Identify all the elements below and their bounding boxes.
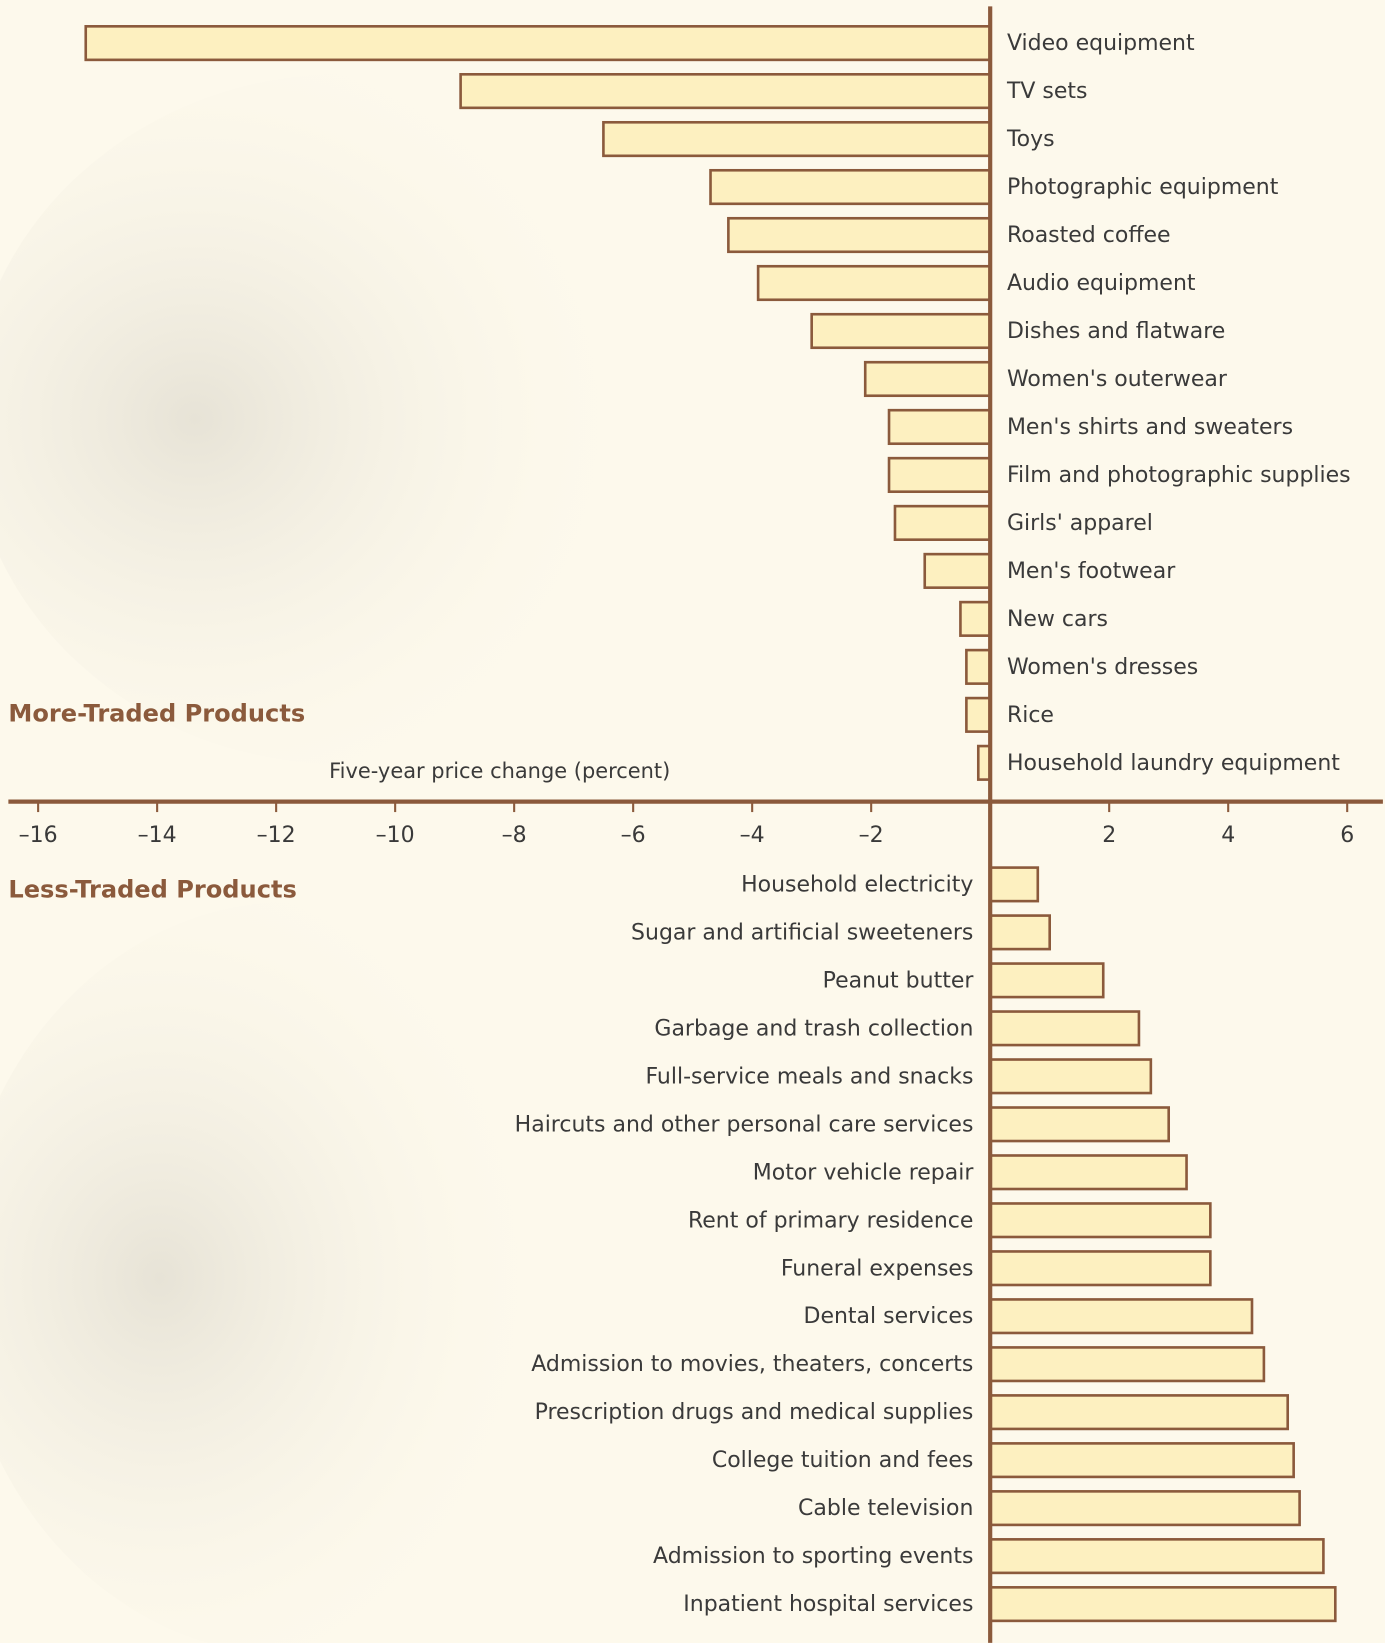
x-tick-label: –6 [621, 823, 646, 848]
category-label: Photographic equipment [1007, 175, 1279, 200]
bar [889, 410, 990, 444]
category-label: Household laundry equipment [1007, 751, 1340, 776]
category-label: Admission to sporting events [653, 1544, 973, 1569]
category-label: Film and photographic supplies [1007, 463, 1351, 488]
bar [990, 1012, 1139, 1046]
bar [960, 602, 990, 636]
category-label: Video equipment [1007, 31, 1195, 56]
category-label: Sugar and artificial sweeteners [631, 920, 973, 945]
category-label: Dental services [804, 1304, 974, 1329]
bar [990, 1491, 1299, 1525]
bar [895, 506, 990, 540]
x-tick-label: –8 [502, 823, 527, 848]
bar [711, 170, 991, 204]
category-label: Girls' apparel [1007, 511, 1153, 536]
x-tick-label: –14 [138, 823, 177, 848]
category-label: Motor vehicle repair [753, 1160, 975, 1185]
panel-label: More-Traded Products [8, 700, 305, 728]
bar [990, 1203, 1210, 1237]
bar [603, 122, 990, 156]
bar [990, 1395, 1288, 1429]
bar [990, 868, 1038, 902]
bar [990, 1299, 1252, 1333]
bar [990, 1587, 1335, 1621]
category-label: Peanut butter [823, 968, 975, 993]
x-tick-label: 4 [1221, 823, 1235, 848]
bar [966, 650, 990, 684]
category-label: Full-service meals and snacks [645, 1064, 973, 1089]
category-label: Rice [1007, 703, 1054, 728]
bar [990, 1539, 1323, 1573]
bar [925, 554, 990, 588]
bar [966, 698, 990, 732]
x-tick-label: 6 [1340, 823, 1354, 848]
category-label: Men's shirts and sweaters [1007, 415, 1293, 440]
category-label: Audio equipment [1007, 271, 1196, 296]
chart: Five-year price change (percent) –16 –14 –… [0, 0, 1385, 1643]
category-label: Cable television [798, 1496, 973, 1521]
category-label: Household electricity [741, 872, 973, 897]
category-label: Women's outerwear [1007, 367, 1228, 392]
bar [990, 1060, 1151, 1094]
bar [990, 1443, 1293, 1477]
x-tick-label: 2 [1102, 823, 1116, 848]
category-label: Funeral expenses [781, 1256, 974, 1281]
x-tick-label: –4 [740, 823, 765, 848]
category-label: Dishes and flatware [1007, 319, 1225, 344]
bar [758, 266, 990, 300]
bar [812, 314, 991, 348]
bar [889, 458, 990, 492]
category-label: Roasted coffee [1007, 223, 1171, 248]
bar [990, 1347, 1264, 1381]
bar [728, 218, 990, 252]
bar [86, 26, 990, 60]
x-tick-label: –2 [859, 823, 884, 848]
bar [990, 1108, 1169, 1142]
x-tick-label: –16 [19, 823, 58, 848]
category-label: Prescription drugs and medical supplies [535, 1400, 974, 1425]
bar [990, 916, 1050, 950]
category-label: Garbage and trash collection [654, 1016, 973, 1041]
bar [865, 362, 990, 396]
bar [990, 964, 1103, 998]
category-label: Inpatient hospital services [683, 1592, 973, 1617]
x-axis-title: Five-year price change (percent) [329, 759, 670, 783]
bar [990, 1251, 1210, 1285]
category-label: College tuition and fees [712, 1448, 974, 1473]
category-label: Toys [1006, 127, 1055, 152]
page: {"chart_data": {"type": "bar", "orientat… [0, 0, 1385, 1643]
category-label: Haircuts and other personal care service… [515, 1112, 974, 1137]
bar [990, 1155, 1186, 1189]
category-label: Women's dresses [1007, 655, 1198, 680]
category-label: Admission to movies, theaters, concerts [531, 1352, 973, 1377]
x-tick-label: –12 [257, 823, 296, 848]
category-label: Men's footwear [1007, 559, 1176, 584]
panel-label: Less-Traded Products [8, 876, 296, 904]
bar [461, 74, 991, 108]
category-label: TV sets [1006, 79, 1088, 104]
category-label: Rent of primary residence [688, 1208, 973, 1233]
x-tick-label: –10 [376, 823, 415, 848]
category-label: New cars [1007, 607, 1108, 632]
photo-backdrop [0, 73, 723, 764]
